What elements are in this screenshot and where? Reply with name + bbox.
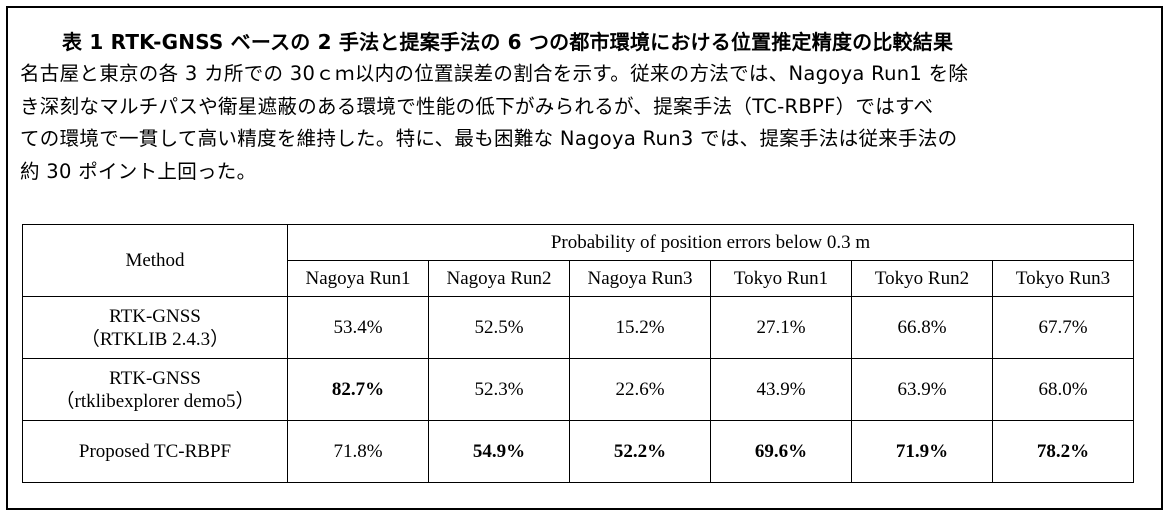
method-cell: Proposed TC-RBPF <box>22 420 288 483</box>
value-cell: 15.2% <box>569 296 711 359</box>
value-cell: 54.9% <box>428 420 570 483</box>
column-header: Nagoya Run1 <box>287 260 429 297</box>
method-name: RTK-GNSS <box>109 367 201 389</box>
value-cell: 78.2% <box>992 420 1134 483</box>
caption-body: 名古屋と東京の各 3 カ所での 30ｃｍ以内の位置誤差の割合を示す。従来の方法で… <box>20 58 1150 188</box>
column-header: Nagoya Run2 <box>428 260 570 297</box>
group-header: Probability of position errors below 0.3… <box>287 224 1134 261</box>
caption-title: 表 1 RTK-GNSS ベースの 2 手法と提案手法の 6 つの都市環境におけ… <box>62 30 954 54</box>
value-cell: 69.6% <box>710 420 852 483</box>
value-cell: 66.8% <box>851 296 993 359</box>
caption-line: き深刻なマルチパスや衛星遮蔽のある環境で性能の低下がみられるが、提案手法（TC-… <box>20 94 934 118</box>
value-cell: 52.3% <box>428 358 570 421</box>
value-cell: 52.5% <box>428 296 570 359</box>
column-header: Tokyo Run2 <box>851 260 993 297</box>
value-cell: 68.0% <box>992 358 1134 421</box>
value-cell: 43.9% <box>710 358 852 421</box>
value-cell: 82.7% <box>287 358 429 421</box>
table-row: RTK-GNSS （RTKLIB 2.4.3） 53.4% 52.5% 15.2… <box>22 296 1134 359</box>
table-row: Proposed TC-RBPF 71.8% 54.9% 52.2% 69.6%… <box>22 420 1134 483</box>
value-cell: 71.9% <box>851 420 993 483</box>
value-cell: 53.4% <box>287 296 429 359</box>
method-cell: RTK-GNSS （rtklibexplorer demo5） <box>22 358 288 421</box>
table-caption: 表 1 RTK-GNSS ベースの 2 手法と提案手法の 6 つの都市環境におけ… <box>20 26 1150 188</box>
method-cell: RTK-GNSS （RTKLIB 2.4.3） <box>22 296 288 359</box>
method-detail: （RTKLIB 2.4.3） <box>80 328 230 350</box>
value-cell: 22.6% <box>569 358 711 421</box>
caption-line: 約 30 ポイント上回った。 <box>20 159 257 183</box>
results-table: Method Probability of position errors be… <box>22 224 1134 483</box>
value-cell: 63.9% <box>851 358 993 421</box>
method-name: Proposed TC-RBPF <box>78 440 232 462</box>
method-header: Method <box>22 224 288 297</box>
value-cell: 67.7% <box>992 296 1134 359</box>
column-header: Tokyo Run3 <box>992 260 1134 297</box>
method-detail: （rtklibexplorer demo5） <box>55 390 255 412</box>
column-header: Tokyo Run1 <box>710 260 852 297</box>
caption-line: 名古屋と東京の各 3 カ所での 30ｃｍ以内の位置誤差の割合を示す。従来の方法で… <box>20 62 969 85</box>
caption-line: ての環境で一貫して高い精度を維持した。特に、最も困難な Nagoya Run3 … <box>20 127 958 150</box>
value-cell: 27.1% <box>710 296 852 359</box>
table-row: RTK-GNSS （rtklibexplorer demo5） 82.7% 52… <box>22 358 1134 421</box>
column-header: Nagoya Run3 <box>569 260 711 297</box>
value-cell: 71.8% <box>287 420 429 483</box>
method-name: RTK-GNSS <box>109 305 201 327</box>
table-header-row: Method Probability of position errors be… <box>22 224 1134 297</box>
value-cell: 52.2% <box>569 420 711 483</box>
